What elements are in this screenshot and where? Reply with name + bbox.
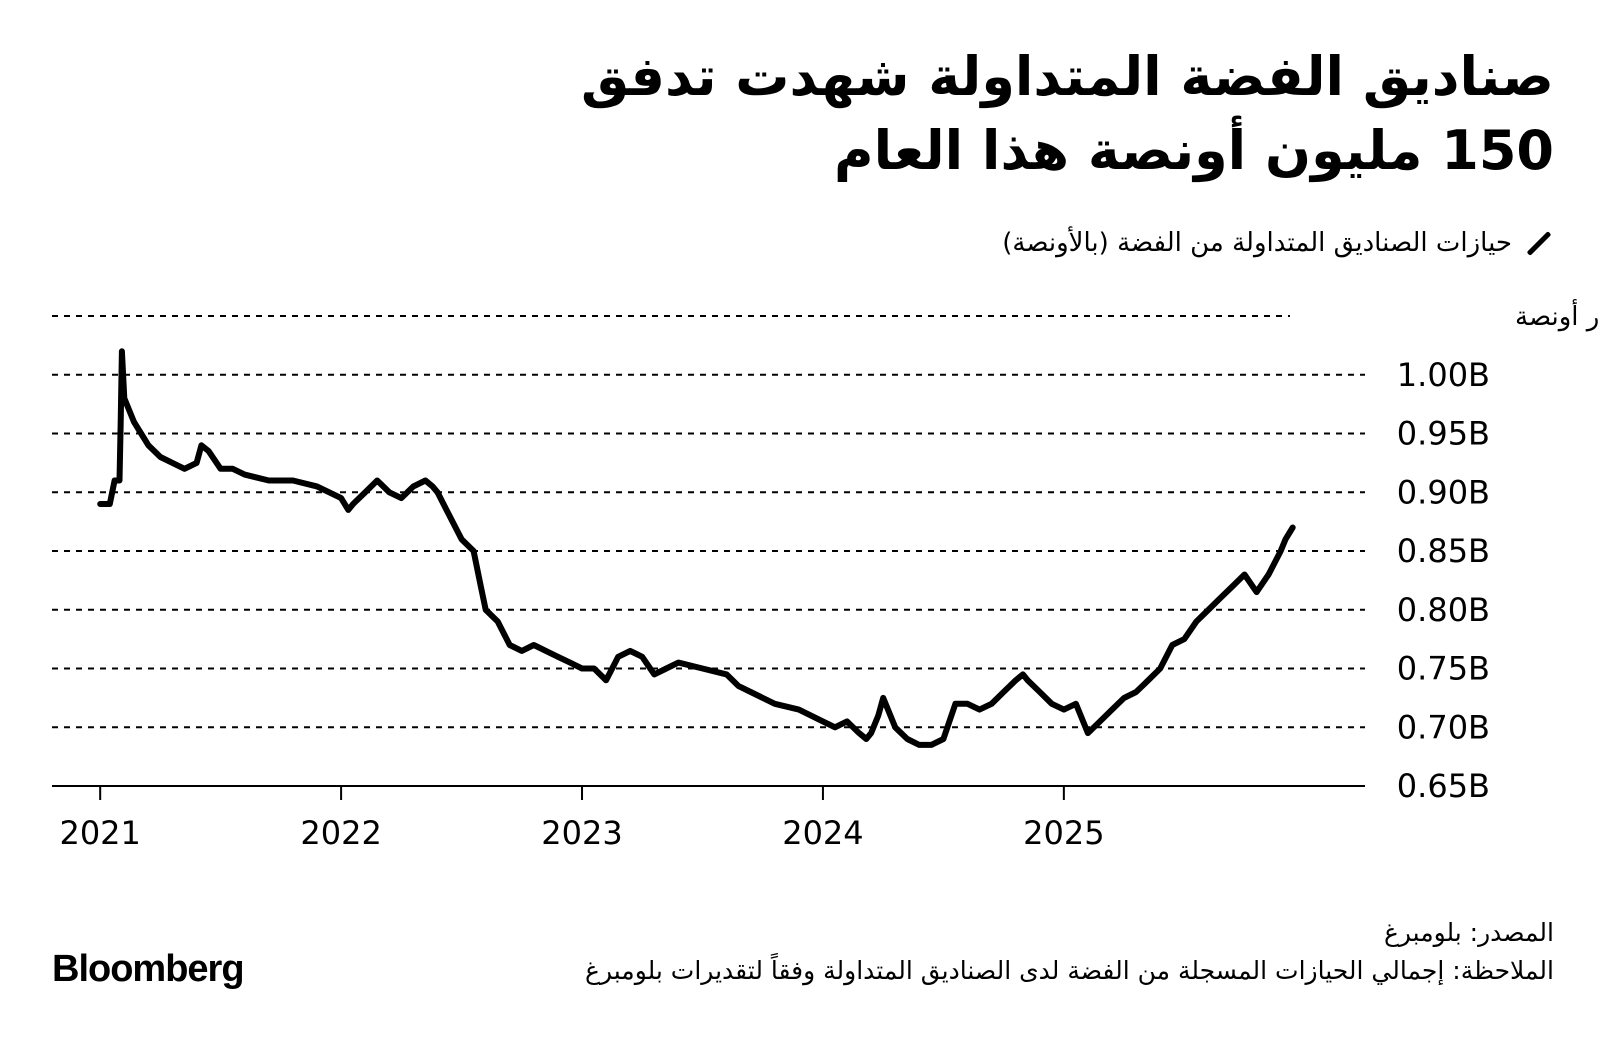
y-tick-label: 0.90B — [1397, 473, 1490, 511]
title-line-2: 150 مليون أونصة هذا العام — [834, 119, 1554, 182]
legend: حيازات الصناديق المتداولة من الفضة (بالأ… — [1002, 228, 1554, 258]
x-tick-label: 2022 — [300, 814, 381, 852]
legend-label: حيازات الصناديق المتداولة من الفضة (بالأ… — [1002, 228, 1512, 258]
title-line-1: صناديق الفضة المتداولة شهدت تدفق — [580, 45, 1554, 108]
y-tick-label: 0.70B — [1397, 708, 1490, 746]
x-tick-label: 2021 — [59, 814, 140, 852]
x-tick-label: 2025 — [1023, 814, 1104, 852]
x-tick-label: 2024 — [782, 814, 863, 852]
line-swatch-icon — [1526, 230, 1552, 256]
y-tick-label: 0.75B — [1397, 650, 1490, 688]
y-tick-label: 0.80B — [1397, 591, 1490, 629]
y-tick-label: 0.85B — [1397, 532, 1490, 570]
series-line — [97, 348, 1296, 748]
footnote: الملاحظة: إجمالي الحيازات المسجلة من الف… — [585, 956, 1554, 985]
chart-title: صناديق الفضة المتداولة شهدت تدفق 150 ملي… — [454, 40, 1554, 188]
bloomberg-logo: Bloomberg — [52, 948, 245, 990]
source-note: المصدر: بلومبرغ — [1383, 918, 1554, 947]
y-tick-label: 0.95B — [1397, 415, 1490, 453]
y-tick-label: 1.00B — [1397, 356, 1490, 394]
x-tick-label: 2023 — [541, 814, 622, 852]
y-tick-label: 0.65B — [1397, 767, 1490, 805]
top-axis-label: 1.05 مليار أونصة — [1515, 298, 1600, 332]
line-chart: 1.05 مليار أونصة 1.00B 0.95B 0.90B 0.85B 0.80… — [52, 298, 1600, 852]
